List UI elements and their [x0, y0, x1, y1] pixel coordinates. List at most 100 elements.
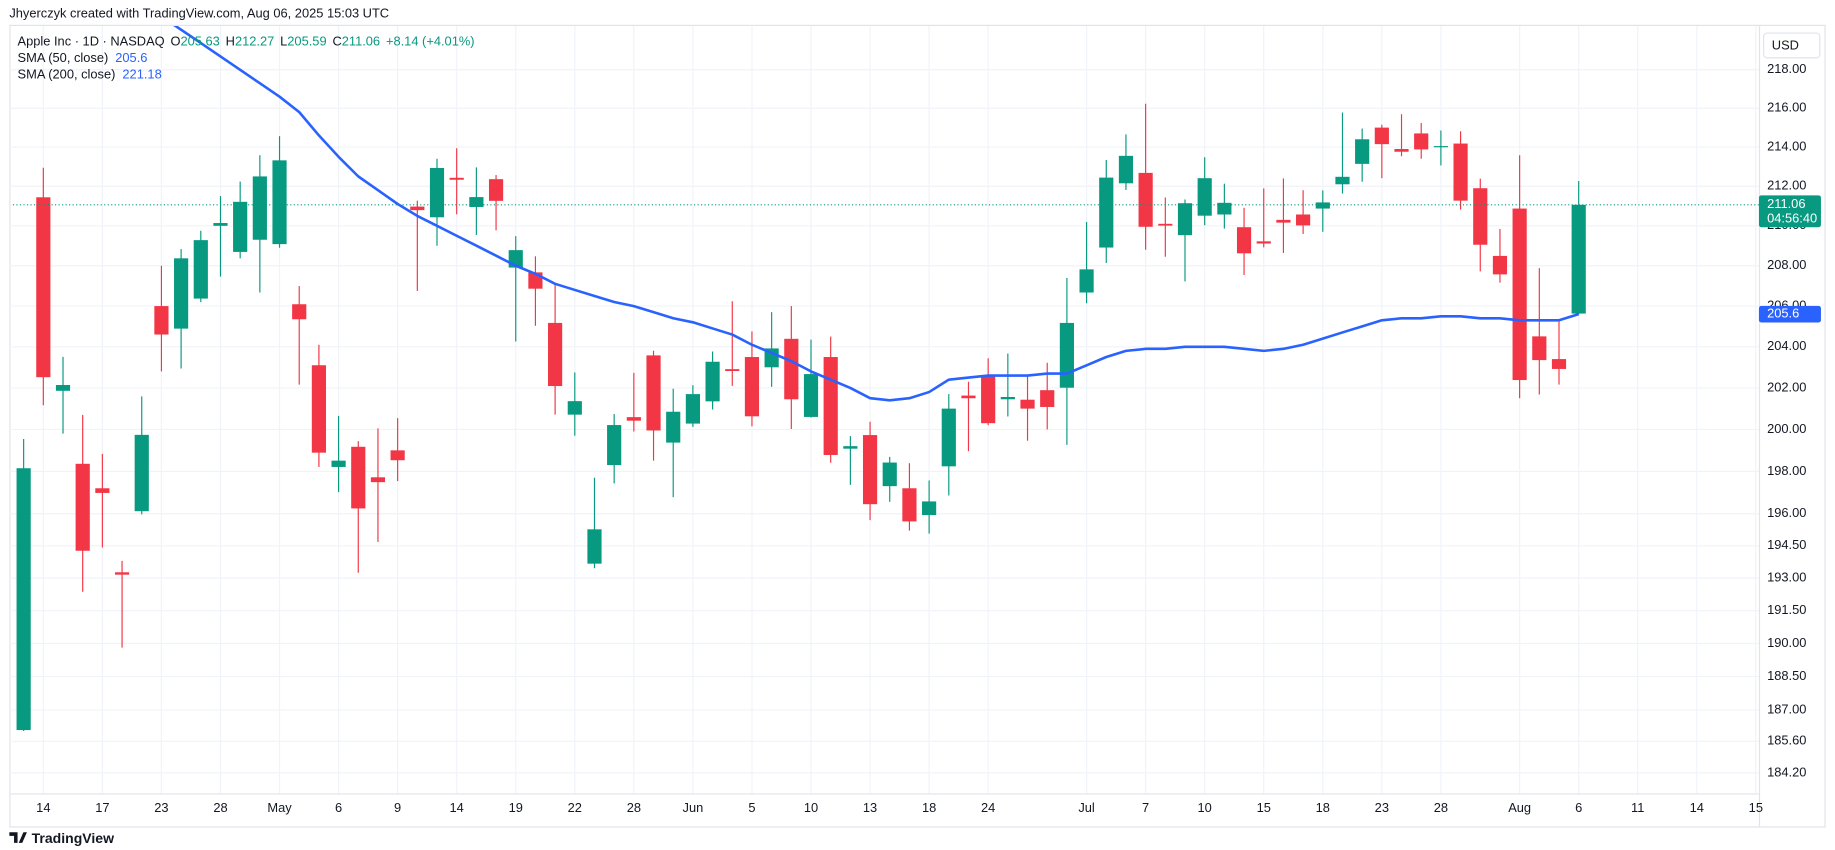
- currency-button[interactable]: [1763, 32, 1821, 59]
- candle-body: [55, 385, 71, 391]
- y-tick-label: 194.50: [1767, 537, 1806, 552]
- symbol: Apple Inc · 1D · NASDAQ: [18, 34, 165, 49]
- currency[interactable]: USD: [1772, 37, 1799, 52]
- candle-body: [1059, 322, 1074, 388]
- candle-body: [174, 258, 189, 329]
- x-tick-label: 10: [804, 800, 818, 815]
- x-tick-label: 9: [394, 800, 401, 815]
- ohlc-value: 205.59: [287, 34, 326, 49]
- sma-value: 221.18: [122, 67, 161, 82]
- candle-body: [1532, 336, 1547, 361]
- candle-body: [1453, 143, 1468, 201]
- y-tick-label: 191.50: [1767, 602, 1806, 617]
- logo-icon: [9, 832, 27, 843]
- x-tick-label: 5: [748, 800, 755, 815]
- y-tick-label: 212.00: [1767, 178, 1806, 193]
- candle-body: [587, 529, 602, 564]
- y-tick-label: 187.00: [1767, 701, 1806, 716]
- sma-name: SMA (50, close): [18, 50, 109, 65]
- y-tick-label: 208.00: [1767, 257, 1806, 272]
- candle-body: [1276, 219, 1291, 223]
- candle-body: [351, 446, 366, 509]
- candle-body: [1551, 359, 1567, 369]
- candle-body: [36, 197, 51, 378]
- candle-body: [862, 435, 878, 505]
- x-tick-label: 11: [1631, 800, 1644, 815]
- legend-main: Apple Inc · 1D · NASDAQ O205.63 H212.27 L20…: [18, 34, 475, 49]
- sma-price-box: [1758, 305, 1821, 323]
- y-tick-label: 198.00: [1767, 463, 1806, 478]
- candle-body: [843, 446, 858, 449]
- x-tick-label: 13: [863, 800, 877, 815]
- x-tick-label: 14: [1690, 800, 1704, 815]
- candle-body: [1571, 204, 1586, 314]
- candle-body: [1020, 399, 1035, 409]
- ohlc-label: O: [171, 34, 181, 49]
- x-tick-label: 23: [154, 800, 168, 815]
- x-tick-label: 14: [36, 800, 50, 815]
- y-tick-label: 204.00: [1767, 338, 1806, 353]
- y-tick-label: 218.00: [1767, 61, 1806, 76]
- x-tick-label: 24: [981, 800, 995, 815]
- candle-body: [252, 176, 267, 240]
- candle-body: [685, 394, 700, 424]
- candle-body: [922, 501, 937, 516]
- ohlc-label: C: [332, 34, 341, 49]
- candle-body: [292, 304, 307, 320]
- x-tick-label: May: [267, 800, 292, 815]
- candle-body: [626, 417, 641, 421]
- candle-body: [705, 361, 720, 402]
- plot-area: [10, 25, 1759, 731]
- candle-body: [1158, 223, 1173, 226]
- candle-body: [941, 408, 956, 467]
- sma-price-label: 205.6: [1767, 306, 1799, 321]
- logo: TradingView: [9, 830, 114, 846]
- candle-body: [1099, 177, 1114, 248]
- candle-body: [823, 357, 838, 455]
- x-tick-label: 10: [1198, 800, 1212, 815]
- x-tick-label: 18: [922, 800, 936, 815]
- x-tick-label: 6: [335, 800, 342, 815]
- candle-body: [488, 179, 504, 201]
- candle-body: [449, 177, 464, 180]
- candle-body: [429, 167, 445, 218]
- candle-body: [1000, 397, 1015, 400]
- watermark: TradingView: [32, 830, 114, 846]
- last-price-label: 211.06: [1767, 196, 1805, 211]
- y-tick-label: 188.50: [1767, 668, 1806, 683]
- legend-sma50: SMA (50, close) 205.6: [18, 50, 148, 65]
- change: +8.14 (+4.01%): [386, 34, 475, 49]
- candle-body: [902, 488, 917, 522]
- header: Jhyerczyk created with TradingView.com, …: [9, 6, 389, 21]
- candle-body: [981, 375, 996, 424]
- y-tick-label: 200.00: [1767, 421, 1806, 436]
- grid: [9, 25, 1759, 794]
- candle-body: [95, 488, 110, 493]
- x-tick-label: 17: [95, 800, 109, 815]
- candle-body: [1040, 390, 1055, 407]
- candle-body: [548, 322, 563, 387]
- candle-body: [1473, 188, 1488, 245]
- candle-body: [1118, 155, 1134, 184]
- candle-body: [607, 425, 622, 466]
- candle-body: [882, 462, 897, 487]
- candle-body: [370, 477, 386, 483]
- x-tick-label: 14: [450, 800, 464, 815]
- candle-body: [1079, 269, 1094, 293]
- candle-body: [784, 338, 799, 400]
- y-tick-label: 196.00: [1767, 505, 1806, 520]
- candle-body: [1177, 203, 1193, 236]
- candle-body: [1512, 208, 1527, 381]
- candle-body: [744, 357, 760, 417]
- candle-body: [1433, 146, 1448, 148]
- candle-body: [410, 206, 425, 211]
- candle-body: [1296, 214, 1311, 226]
- ohlc-value: 212.27: [235, 34, 274, 49]
- x-tick-label: Aug: [1508, 800, 1531, 815]
- x-tick-label: 22: [568, 800, 582, 815]
- candle-body: [1335, 176, 1350, 185]
- sma-name: SMA (200, close): [18, 67, 116, 82]
- x-tick-label: 7: [1142, 800, 1149, 815]
